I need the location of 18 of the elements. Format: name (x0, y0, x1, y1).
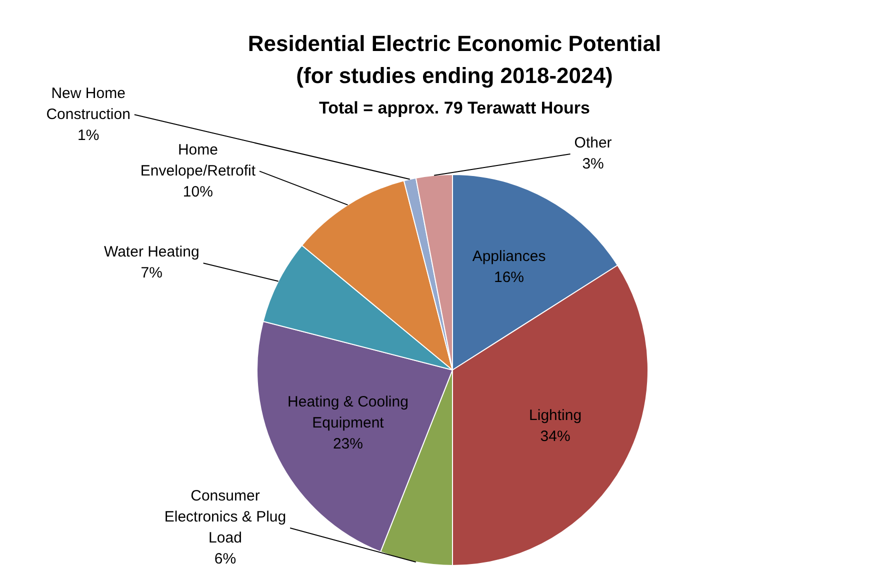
slice-label: Consumer Electronics & Plug Load (164, 488, 286, 547)
slice-label: New Home Construction (46, 84, 130, 123)
data-label: 3% (582, 156, 604, 173)
text: Total = approx. 79 Terawatt Hours (319, 98, 590, 118)
data-label: 16% (494, 268, 524, 286)
slice-label: Water Heating (104, 244, 200, 261)
slice-label: Other (574, 134, 612, 152)
data-label: 23% (332, 435, 363, 452)
slice-label: Lighting (529, 407, 582, 424)
slice-label: Appliances (472, 248, 546, 265)
chart-title: Residential Electric Economic Potential (for studies ending 2018-2024) (248, 31, 662, 88)
slice-label: Home Envelope/Retrofit (140, 141, 256, 180)
slice-label: Heating & Cooling Equipment (288, 393, 408, 432)
data-label: 34% (540, 428, 570, 446)
data-label: 7% (140, 264, 162, 282)
data-label: 1% (77, 126, 100, 144)
data-label: 6% (214, 550, 236, 568)
data-label: 10% (182, 183, 213, 200)
